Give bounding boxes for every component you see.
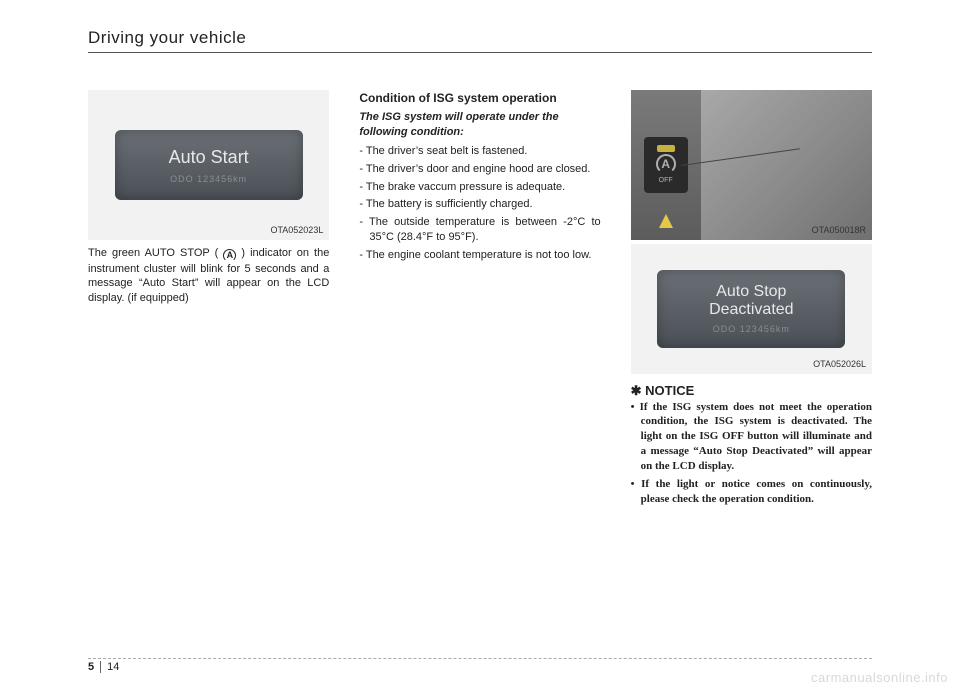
lcd-screen: Auto Start ODO 123456km (115, 130, 303, 200)
content-columns: Auto Start ODO 123456km OTA052023L The g… (88, 90, 872, 509)
page-footer: 5 14 (88, 658, 872, 673)
condition-list: - The driver’s seat belt is fastened. - … (359, 144, 600, 263)
isg-button-photo: A OFF OTA050018R (631, 90, 872, 240)
body-part1: The green AUTO STOP ( (88, 247, 223, 259)
page-number: 14 (107, 661, 119, 673)
lcd-odo-text: ODO 123456km (170, 173, 247, 185)
col2-subheading: The ISG system will operate under the fo… (359, 110, 600, 140)
notice-list: • If the ISG system does not meet the op… (631, 400, 872, 507)
lcd-main-text: Auto Start (169, 145, 249, 169)
isg-off-label: OFF (659, 176, 673, 185)
col1-body: The green AUTO STOP ( A ) indicator on t… (88, 246, 329, 306)
notice-heading: ✱ NOTICE (631, 382, 872, 400)
isg-a-icon: A (656, 154, 676, 174)
list-item: - The engine coolant temperature is not … (359, 248, 600, 263)
lcd-auto-start-figure: Auto Start ODO 123456km OTA052023L (88, 90, 329, 240)
list-item: - The driver’s door and engine hood are … (359, 162, 600, 177)
up-arrow-icon (659, 214, 673, 228)
list-item: • If the light or notice comes on contin… (631, 477, 872, 507)
lcd-deactivated-figure: Auto StopDeactivated ODO 123456km OTA052… (631, 244, 872, 374)
isg-led-icon (657, 145, 675, 152)
chapter-number: 5 (88, 661, 101, 673)
col2-heading: Condition of ISG system operation (359, 90, 600, 106)
list-item: - The outside temperature is between -2°… (359, 215, 600, 245)
lcd-odo-text: ODO 123456km (713, 323, 790, 335)
list-item: - The battery is sufficiently charged. (359, 197, 600, 212)
column-1: Auto Start ODO 123456km OTA052023L The g… (88, 90, 329, 509)
page-header: Driving your vehicle (88, 28, 872, 53)
lcd-screen: Auto StopDeactivated ODO 123456km (657, 270, 845, 348)
figure-ref: OTA052023L (270, 224, 323, 236)
column-3: A OFF OTA050018R Auto StopDeactivated OD… (631, 90, 872, 509)
header-rule (88, 52, 872, 53)
dashboard-panel (701, 90, 872, 240)
lcd-main-text: Auto StopDeactivated (709, 283, 794, 318)
list-item: - The brake vaccum pressure is adequate. (359, 180, 600, 195)
figure-ref: OTA050018R (812, 224, 866, 236)
header-title: Driving your vehicle (88, 28, 872, 48)
list-item: • If the ISG system does not meet the op… (631, 400, 872, 474)
list-item: - The driver’s seat belt is fastened. (359, 144, 600, 159)
auto-stop-icon: A (223, 249, 236, 262)
watermark: carmanualsonline.info (811, 670, 948, 685)
column-2: Condition of ISG system operation The IS… (359, 90, 600, 509)
figure-ref: OTA052026L (813, 358, 866, 370)
